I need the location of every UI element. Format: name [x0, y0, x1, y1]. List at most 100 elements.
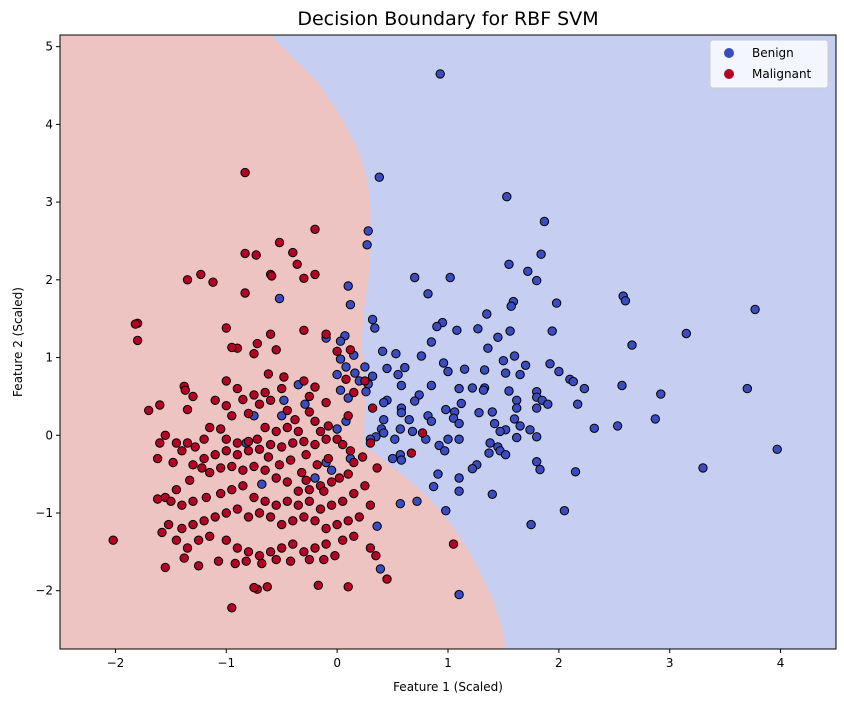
benign-point — [326, 465, 337, 475]
chart-title: Decision Boundary for RBF SVM — [297, 8, 598, 30]
malignant-point — [338, 535, 348, 545]
malignant-point — [345, 446, 356, 456]
malignant-point — [343, 469, 353, 479]
malignant-point — [382, 574, 392, 584]
malignant-point — [190, 442, 200, 452]
malignant-point — [185, 475, 195, 485]
benign-point — [310, 473, 320, 483]
benign-point — [396, 380, 407, 391]
benign-point — [345, 300, 356, 310]
malignant-point — [205, 531, 215, 541]
malignant-point — [301, 450, 311, 460]
malignant-point — [171, 535, 182, 545]
x-tick-label: 0 — [333, 656, 341, 670]
benign-point — [515, 421, 525, 431]
malignant-point — [232, 438, 243, 448]
malignant-point — [160, 430, 171, 440]
malignant-point — [321, 523, 331, 534]
x-tick-label: 4 — [777, 656, 785, 670]
benign-point — [435, 69, 445, 79]
malignant-point — [216, 424, 226, 434]
benign-point — [454, 434, 464, 444]
malignant-point — [271, 554, 281, 565]
malignant-point — [155, 438, 165, 448]
malignant-point — [282, 477, 292, 487]
malignant-point — [166, 496, 176, 506]
malignant-point — [277, 519, 287, 530]
benign-point — [274, 293, 285, 304]
malignant-point — [221, 376, 232, 386]
benign-point — [474, 408, 484, 418]
benign-point — [387, 453, 398, 464]
benign-point — [545, 359, 555, 369]
legend-label-benign: Benign — [752, 46, 794, 60]
malignant-point — [240, 288, 250, 298]
malignant-point — [326, 500, 337, 510]
benign-point — [509, 351, 520, 361]
benign-point — [404, 415, 414, 425]
malignant-point — [417, 428, 428, 438]
malignant-point — [221, 434, 232, 444]
malignant-point — [341, 374, 351, 384]
malignant-point — [277, 383, 287, 394]
benign-point — [483, 343, 493, 353]
malignant-point — [221, 323, 232, 333]
malignant-point — [130, 319, 141, 329]
malignant-point — [152, 494, 163, 504]
malignant-point — [243, 446, 254, 456]
malignant-point — [332, 434, 342, 444]
legend-marker-benign — [724, 48, 734, 58]
malignant-point — [354, 512, 364, 522]
benign-point — [570, 467, 581, 477]
malignant-point — [188, 460, 198, 470]
malignant-point — [254, 508, 265, 518]
malignant-point — [312, 460, 322, 470]
malignant-point — [360, 481, 370, 491]
y-tick-label: 1 — [45, 351, 53, 365]
malignant-point — [243, 408, 254, 419]
benign-point — [343, 393, 353, 403]
benign-point — [485, 438, 495, 448]
malignant-point — [304, 554, 315, 565]
malignant-point — [243, 436, 254, 447]
malignant-point — [152, 453, 163, 464]
x-tick-label: 3 — [666, 656, 674, 670]
malignant-point — [188, 391, 198, 402]
malignant-point — [254, 444, 265, 454]
malignant-point — [227, 485, 237, 495]
malignant-point — [277, 543, 287, 553]
benign-point — [390, 434, 400, 444]
malignant-point — [310, 516, 320, 526]
benign-point — [428, 481, 439, 492]
malignant-point — [338, 496, 348, 506]
malignant-point — [260, 465, 270, 475]
malignant-point — [197, 463, 207, 473]
malignant-point — [252, 434, 262, 444]
malignant-point — [304, 496, 315, 506]
malignant-point — [177, 446, 187, 456]
malignant-point — [260, 387, 270, 398]
malignant-point — [249, 349, 259, 359]
malignant-point — [221, 535, 232, 545]
malignant-point — [313, 580, 323, 590]
malignant-point — [188, 496, 198, 506]
benign-point — [627, 340, 637, 350]
malignant-point — [177, 500, 187, 510]
y-axis-label: Feature 2 (Scaled) — [11, 287, 25, 397]
malignant-point — [257, 558, 267, 569]
malignant-point — [265, 439, 276, 450]
benign-point — [410, 396, 420, 406]
malignant-point — [171, 485, 182, 495]
malignant-point — [227, 603, 237, 613]
benign-point — [489, 418, 500, 429]
malignant-point — [271, 426, 281, 437]
benign-point — [532, 275, 542, 286]
malignant-point — [321, 397, 331, 408]
benign-point — [742, 383, 752, 394]
benign-point — [445, 272, 455, 283]
malignant-point — [343, 582, 353, 592]
y-tick-label: 3 — [45, 195, 53, 209]
malignant-point — [221, 446, 232, 456]
benign-point — [509, 414, 520, 424]
malignant-point — [349, 457, 359, 468]
